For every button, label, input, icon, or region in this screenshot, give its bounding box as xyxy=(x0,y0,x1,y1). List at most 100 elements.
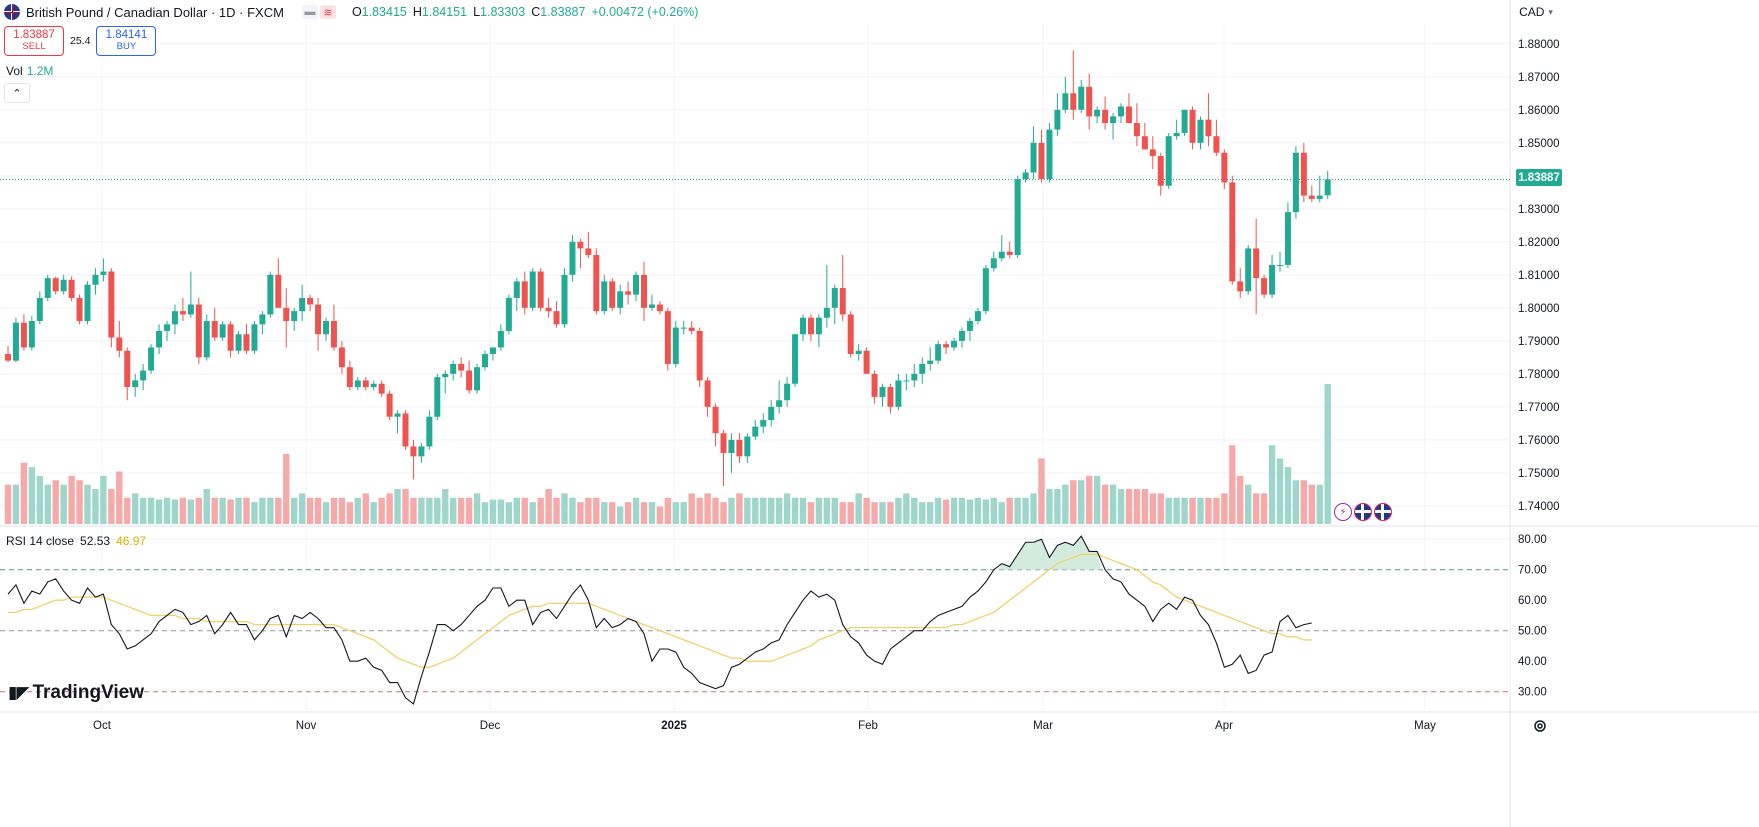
candle-body xyxy=(164,324,170,331)
buy-button[interactable]: 1.84141 BUY xyxy=(96,26,157,56)
candle-body xyxy=(132,380,139,388)
chevron-up-icon: ⌃ xyxy=(12,87,22,100)
volume-bar xyxy=(481,502,489,524)
volume-legend[interactable]: Vol 1.2M xyxy=(6,64,53,78)
price-axis[interactable]: 1.880001.870001.860001.850001.840001.830… xyxy=(1518,39,1560,699)
candle-body xyxy=(1284,212,1291,265)
candle-body xyxy=(100,271,107,275)
candle-body xyxy=(291,311,298,322)
volume-bar xyxy=(791,497,799,524)
candle-body xyxy=(633,274,640,295)
lightning-event-icon[interactable]: ⚡ xyxy=(1334,503,1352,521)
uk-event-icon[interactable] xyxy=(1354,503,1372,521)
candle-body xyxy=(124,350,131,388)
volume-bar xyxy=(306,497,314,524)
rsi-label: RSI 14 close xyxy=(6,534,75,548)
time-axis[interactable]: Oct Nov Dec 2025 Feb Mar Apr May xyxy=(93,720,1436,732)
price-tick-label: 1.88000 xyxy=(1518,39,1560,51)
volume-bar xyxy=(1109,484,1117,524)
volume-bar xyxy=(338,497,346,524)
candle-body xyxy=(982,268,989,312)
volume-bar xyxy=(219,497,226,524)
volume-bar xyxy=(1125,489,1133,524)
volume-bar xyxy=(1229,445,1236,524)
candle-body xyxy=(299,297,306,312)
candle-body xyxy=(1324,179,1331,196)
volume-bar xyxy=(799,497,807,524)
volume-bar xyxy=(839,502,846,524)
candle-body xyxy=(601,281,608,312)
volume-bar xyxy=(402,489,409,524)
volume-bar xyxy=(179,497,187,524)
candle-body xyxy=(410,446,417,457)
time-tick-label: Mar xyxy=(1033,720,1053,732)
volume-bar xyxy=(1006,497,1013,524)
wave-icon[interactable]: ≋ xyxy=(319,5,336,19)
price-tick-label: 1.81000 xyxy=(1518,270,1560,282)
volume-bar xyxy=(720,502,727,524)
time-tick-label: Dec xyxy=(480,720,501,732)
volume-bar xyxy=(434,497,441,524)
candle-body xyxy=(863,350,870,374)
settings-gear-icon[interactable] xyxy=(1530,716,1550,736)
volume-bar xyxy=(251,502,258,524)
rsi-tick-label: 30.00 xyxy=(1518,687,1547,699)
volume-bar xyxy=(847,502,854,524)
candle-body xyxy=(895,380,902,407)
collapse-legend-button[interactable]: ⌃ xyxy=(4,83,30,103)
volume-bar xyxy=(1316,484,1323,524)
symbol-title-text[interactable]: British Pound / Canadian Dollar · 1D · F… xyxy=(26,4,284,20)
rsi-legend[interactable]: RSI 14 close 52.53 46.97 xyxy=(6,534,146,548)
chart-mode-toggle[interactable]: ▬ ≋ xyxy=(301,5,336,19)
candle-body xyxy=(768,406,775,421)
trade-panel: 1.83887 SELL 25.4 1.84141 BUY xyxy=(4,26,157,56)
candle-body xyxy=(1165,136,1172,186)
volume-bar xyxy=(863,497,870,524)
candle-body xyxy=(1118,106,1124,117)
candle-body xyxy=(998,251,1005,259)
candle-body xyxy=(951,340,958,348)
rsi-tick-label: 50.00 xyxy=(1518,626,1547,638)
candle-body xyxy=(625,291,632,295)
candle-body xyxy=(1141,136,1148,150)
candle-body xyxy=(569,241,576,275)
minus-icon[interactable]: ▬ xyxy=(301,5,318,19)
candle-body xyxy=(696,330,703,381)
candle-body xyxy=(187,304,194,315)
volume-bar xyxy=(28,467,36,524)
volume-bar xyxy=(36,475,43,524)
volume-bar xyxy=(1292,480,1300,524)
open-value: 1.83415 xyxy=(361,5,407,19)
volume-bar xyxy=(632,497,640,524)
candle-body xyxy=(1046,129,1053,180)
candle-body xyxy=(28,321,35,348)
tradingview-logo[interactable]: ▮◤ TradingView xyxy=(8,682,144,704)
volume-bar xyxy=(155,499,163,524)
candle-body xyxy=(959,330,965,341)
candle-body xyxy=(1133,123,1140,137)
volume-bar xyxy=(1054,489,1061,524)
volume-bar xyxy=(1093,475,1101,524)
sell-button[interactable]: 1.83887 SELL xyxy=(4,26,64,56)
uk-event-icon[interactable] xyxy=(1374,503,1392,521)
volume-bar xyxy=(919,502,926,524)
volume-bar xyxy=(672,502,679,524)
candle-body xyxy=(434,377,441,417)
symbol-title[interactable]: British Pound / Canadian Dollar · 1D · F… xyxy=(0,4,284,20)
volume-bar xyxy=(84,484,91,524)
candle-body xyxy=(148,347,155,371)
candle-body xyxy=(1038,142,1045,180)
volume-bar xyxy=(569,497,576,524)
candle-body xyxy=(617,291,624,308)
volume-bar xyxy=(982,499,990,524)
candle-body xyxy=(275,274,282,308)
volume-bar xyxy=(450,497,457,524)
volume-bar xyxy=(704,493,711,524)
currency-selector[interactable]: CAD xyxy=(1512,0,1560,24)
candle-body xyxy=(20,322,27,348)
rsi-band xyxy=(0,569,1510,692)
rsi-tick-label: 70.00 xyxy=(1518,565,1547,577)
candle-body xyxy=(1078,86,1085,110)
